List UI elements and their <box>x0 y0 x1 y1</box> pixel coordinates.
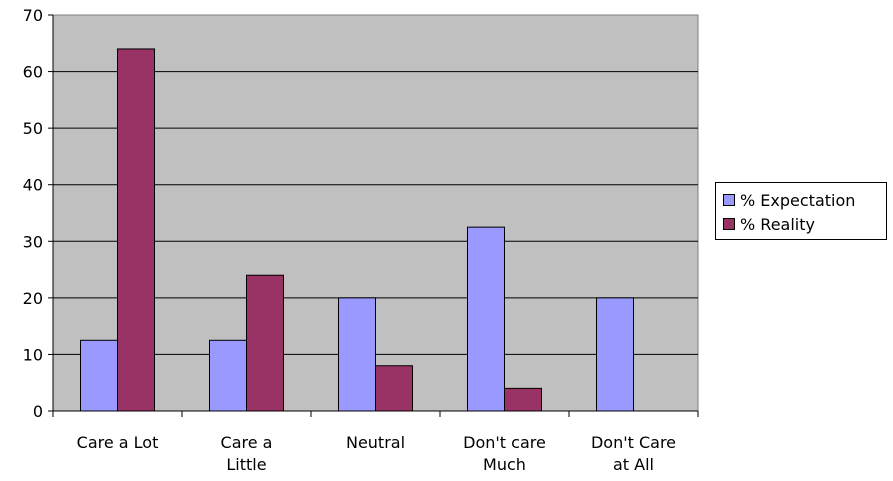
category-label: Neutral <box>346 433 405 452</box>
bar-expectation <box>596 297 634 412</box>
legend: % Expectation % Reality <box>715 182 887 240</box>
bar-expectation <box>467 226 505 412</box>
y-tick-label: 0 <box>33 402 43 421</box>
category-labels: Care a Lot Care a Little Neutral Don't care M… <box>77 433 676 474</box>
legend-item-expectation: % Expectation <box>723 188 886 212</box>
category-label: Care a Little <box>221 433 273 474</box>
y-tick-label: 70 <box>23 6 43 25</box>
bars <box>80 48 634 412</box>
y-tick-label: 30 <box>23 232 43 251</box>
bar-reality <box>117 48 155 412</box>
legend-swatch-reality <box>723 218 735 230</box>
y-tick-labels: 0 10 20 30 40 50 60 70 <box>23 6 43 421</box>
y-tick-label: 50 <box>23 119 43 138</box>
category-label: Don't care Much <box>463 433 546 474</box>
y-tick-label: 10 <box>23 345 43 364</box>
gridlines <box>53 71 698 355</box>
bar-reality <box>246 274 284 412</box>
legend-item-reality: % Reality <box>723 212 886 236</box>
y-tick-label: 60 <box>23 63 43 82</box>
legend-label-reality: % Reality <box>740 214 815 234</box>
bar-reality <box>504 387 542 412</box>
y-tick-label: 40 <box>23 176 43 195</box>
legend-swatch-expectation <box>723 194 735 206</box>
bar-expectation <box>80 339 118 412</box>
axes <box>48 14 699 417</box>
bar-reality <box>375 365 413 412</box>
y-tick-label: 20 <box>23 289 43 308</box>
category-label: Don't Care at All <box>591 433 676 474</box>
category-label: Care a Lot <box>77 433 159 452</box>
legend-label-expectation: % Expectation <box>740 190 856 210</box>
bar-expectation <box>209 339 247 412</box>
bar-expectation <box>338 297 376 412</box>
